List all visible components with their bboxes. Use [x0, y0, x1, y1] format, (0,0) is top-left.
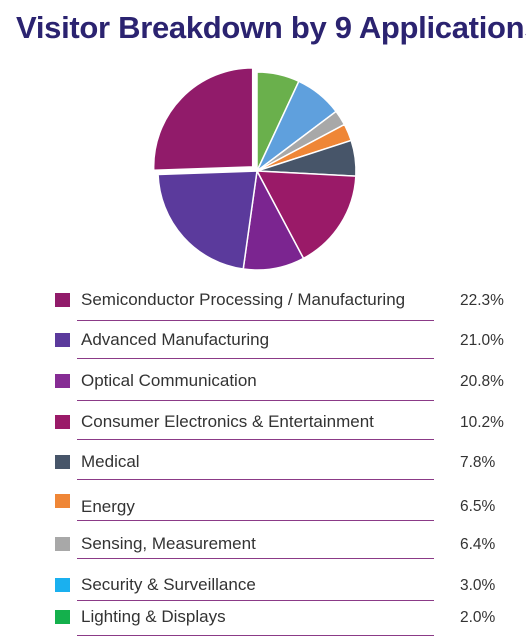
legend-item: Lighting & Displays 2.0%	[0, 606, 526, 644]
legend-value: 6.5%	[460, 498, 496, 515]
legend-item: Energy 6.5%	[0, 492, 526, 530]
legend-value: 2.0%	[460, 609, 496, 626]
legend-value: 7.8%	[460, 454, 496, 471]
legend-item: Sensing, Measurement 6.4%	[0, 533, 526, 571]
legend-item: Consumer Electronics & Entertainment 10.2…	[0, 411, 526, 449]
legend-label: Optical Communication	[81, 371, 257, 390]
legend-value: 6.4%	[460, 536, 496, 553]
legend-item: Security & Surveillance 3.0%	[0, 574, 526, 612]
legend-swatch	[55, 455, 70, 469]
pie-slice	[255, 170, 357, 260]
legend-divider	[77, 439, 434, 440]
legend-swatch	[55, 333, 70, 347]
legend-divider	[77, 400, 434, 401]
legend-swatch	[55, 537, 70, 551]
chart-title: Visitor Breakdown by 9 Applications	[16, 10, 526, 45]
legend-swatch	[55, 415, 70, 429]
legend-label: Advanced Manufacturing	[81, 330, 270, 349]
pie-slice	[152, 67, 254, 172]
legend-label: Lighting & Displays	[81, 607, 226, 626]
legend-item: Advanced Manufacturing 21.0%	[0, 329, 526, 367]
pie-chart	[152, 67, 357, 271]
legend-label: Consumer Electronics & Entertainment	[81, 412, 374, 431]
legend-item: Medical 7.8%	[0, 451, 526, 489]
legend-swatch	[55, 293, 70, 307]
legend-label: Sensing, Measurement	[81, 534, 256, 553]
pie-slice	[157, 170, 258, 270]
legend-value: 3.0%	[460, 577, 496, 594]
legend-swatch	[55, 578, 70, 592]
legend-divider	[77, 558, 434, 559]
legend-swatch	[55, 374, 70, 388]
legend-label: Medical	[81, 452, 140, 471]
legend-divider	[77, 520, 434, 521]
legend-item: Optical Communication 20.8%	[0, 370, 526, 408]
legend-value: 21.0%	[460, 332, 504, 349]
legend-label: Energy	[81, 497, 135, 516]
legend-value: 20.8%	[460, 373, 504, 390]
legend-divider	[77, 358, 434, 359]
legend-value: 10.2%	[460, 414, 504, 431]
legend-item: Semiconductor Processing / Manufacturing…	[0, 289, 526, 327]
legend-swatch	[55, 610, 70, 624]
legend-label: Semiconductor Processing / Manufacturing	[81, 290, 406, 309]
legend-divider	[77, 635, 434, 636]
legend-label: Security & Surveillance	[81, 575, 256, 594]
legend-divider	[77, 600, 434, 601]
legend-divider	[77, 479, 434, 480]
legend-value: 22.3%	[460, 292, 504, 309]
legend-divider	[77, 320, 434, 321]
legend-swatch	[55, 494, 70, 508]
